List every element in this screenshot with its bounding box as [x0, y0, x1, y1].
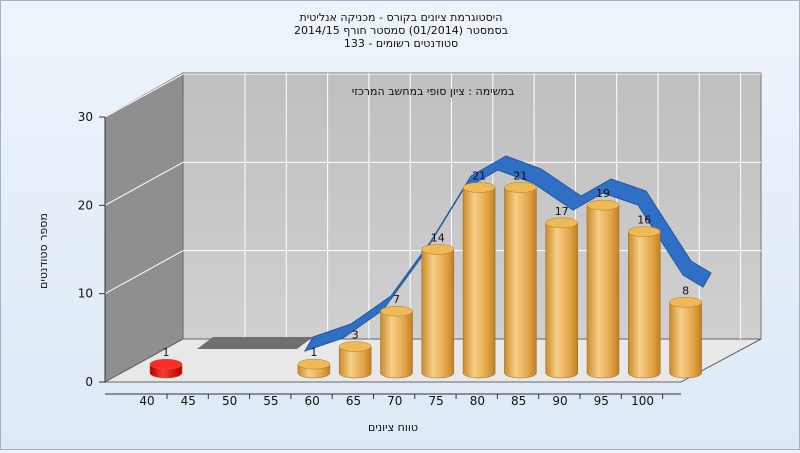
side-wall [104, 72, 184, 383]
gridline-side-20 [104, 161, 184, 206]
x-tick-label-50: 50 [222, 394, 237, 408]
x-tick-label-75: 75 [428, 394, 443, 408]
bar-top-4 [338, 341, 372, 352]
gridline-side-10 [104, 250, 184, 295]
chart-title-line-2: בסמסטר (01/2014) סמסטר חורף 2014/15 [294, 24, 508, 37]
bar-body-11 [628, 231, 661, 379]
y-tick-label-10: 10 [78, 287, 93, 301]
bar-top-3 [297, 358, 331, 370]
bar-value-label-7: 21 [472, 170, 486, 183]
bar-4 [338, 341, 372, 379]
bar-body-12 [669, 302, 702, 379]
x-tick-label-70: 70 [387, 394, 402, 408]
bar-6 [421, 244, 455, 379]
bar-top-10 [586, 199, 620, 211]
x-tick-label-90: 90 [552, 394, 567, 408]
bar-value-label-11: 16 [637, 214, 651, 227]
x-tick-label-65: 65 [346, 394, 361, 408]
bar-value-label-6: 14 [431, 231, 445, 244]
chart-title-line-3: סטודנטים רשומים - 133 [344, 37, 458, 50]
x-tick-label-40: 40 [139, 394, 154, 408]
bar-top-8 [504, 182, 537, 193]
bar-value-label-4: 3 [352, 329, 359, 342]
bar-5 [380, 305, 413, 379]
bar-body-8 [504, 187, 537, 379]
bars-group [149, 182, 702, 379]
y-ticks: 0 10 20 30 [78, 110, 105, 389]
bar-value-label-8: 21 [513, 170, 527, 183]
bar-top-9 [545, 217, 578, 229]
x-axis-title: טווח ציונים [368, 421, 418, 434]
bar-top-11 [628, 226, 661, 237]
x-ticks: 40 45 50 55 60 65 70 75 80 85 90 95 100 [139, 394, 664, 408]
x-tick-label-45: 45 [181, 394, 196, 408]
x-tick-label-100: 100 [631, 394, 654, 408]
bar-body-7 [462, 187, 496, 379]
gridline-side-30 [104, 73, 184, 118]
bar-top-7 [462, 182, 496, 193]
bar-7 [462, 182, 496, 379]
bar-value-label-fail-0: 1 [163, 346, 170, 359]
x-tick-label-80: 80 [470, 394, 485, 408]
curve-floor-shadow [197, 337, 313, 349]
bar-body-5 [380, 310, 413, 379]
bar-9 [545, 217, 578, 379]
chart-title-line-1: היסטוגרמת ציונים בקורס - מכניקה אנליטית [300, 11, 503, 24]
bar-8 [504, 182, 537, 379]
bar-top-6 [421, 244, 455, 255]
y-axis-title: מספר סטודנטים [37, 213, 50, 289]
bar-value-label-9: 17 [555, 205, 569, 218]
bar-value-label-12: 8 [682, 284, 689, 297]
x-tick-label-85: 85 [511, 394, 526, 408]
bar-top-12 [669, 297, 702, 308]
bar-body-4 [338, 346, 372, 379]
bar-value-label-5: 7 [393, 293, 400, 306]
bar-fail-0 [149, 358, 183, 379]
horizontal-gridlines [104, 73, 761, 295]
bar-value-label-10: 19 [596, 187, 610, 200]
bar-12 [669, 297, 702, 379]
y-tick-label-20: 20 [78, 198, 93, 212]
value-labels: 1 3 7 14 21 21 17 19 16 8 1 [163, 170, 690, 360]
bar-body-9 [545, 222, 578, 379]
bar-value-label-3: 1 [310, 346, 317, 359]
bar-body-6 [421, 249, 455, 379]
bar-body-10 [586, 204, 620, 379]
x-tick-label-95: 95 [594, 394, 609, 408]
bar-10 [586, 199, 620, 379]
y-tick-label-30: 30 [78, 110, 93, 124]
x-tick-label-60: 60 [305, 394, 320, 408]
chart-subtitle: במשימה : ציון סופי במחשב המרכזי [352, 85, 515, 98]
bar-top-fail-0 [149, 358, 183, 370]
y-tick-label-0: 0 [85, 375, 93, 389]
x-tick-label-55: 55 [263, 394, 278, 408]
bar-11 [628, 226, 661, 379]
bar-3 [297, 358, 331, 379]
bar-top-5 [380, 305, 413, 317]
